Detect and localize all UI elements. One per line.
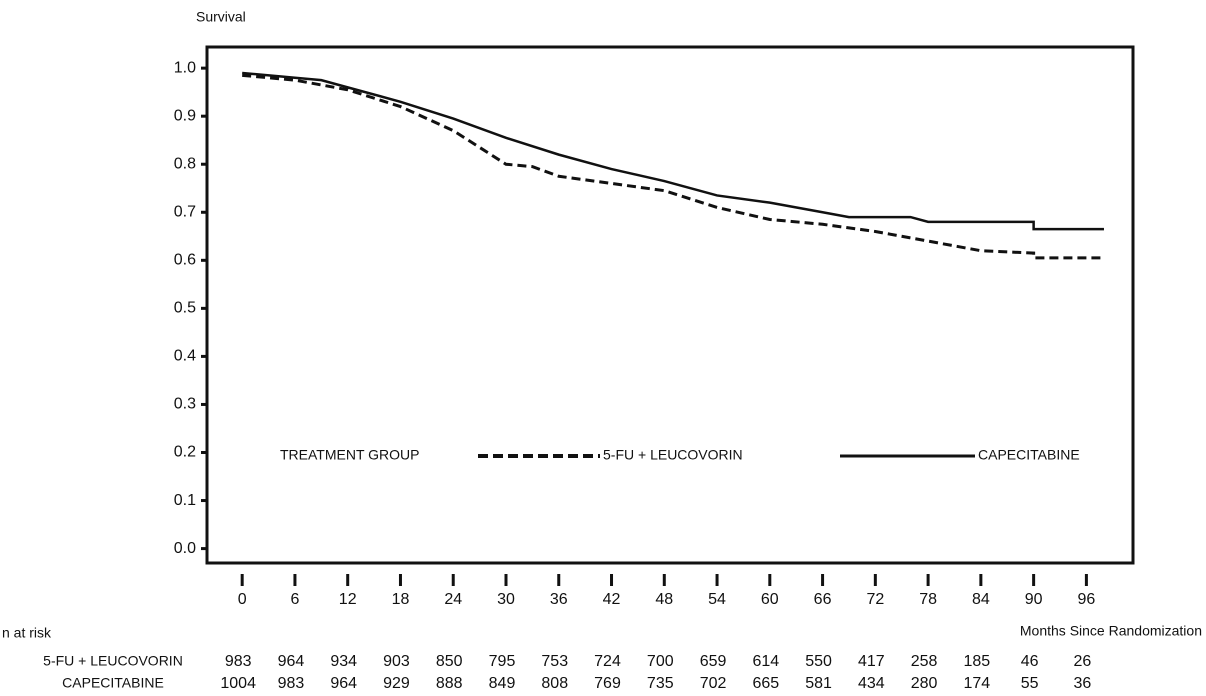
x-tick-label: 0 [238,591,247,608]
x-axis-label: Months Since Randomization [1020,623,1202,639]
y-tick-label: 0.2 [174,444,196,461]
x-tick-label: 66 [814,591,832,608]
risk-value: 850 [436,653,463,670]
y-tick-label: 0.9 [174,107,196,124]
risk-value: 964 [278,653,305,670]
x-tick-label: 72 [866,591,884,608]
x-tick-label: 36 [550,591,568,608]
risk-value: 929 [383,675,410,692]
risk-value: 700 [647,653,674,670]
risk-value: 808 [541,675,568,692]
risk-value: 258 [911,653,938,670]
risk-value: 983 [225,653,252,670]
risk-value: 185 [964,653,991,670]
risk-value: 417 [858,653,885,670]
x-tick-label: 84 [972,591,990,608]
y-tick-label: 1.0 [174,59,196,76]
legend-label: CAPECITABINE [978,447,1080,463]
plot-frame [205,45,1135,565]
y-tick-label: 0.3 [174,396,196,413]
x-tick-label: 18 [392,591,410,608]
risk-value: 735 [647,675,674,692]
risk-table-title: n at risk [2,625,52,641]
legend-label: 5-FU + LEUCOVORIN [603,447,743,463]
risk-value: 36 [1073,675,1091,692]
risk-value: 964 [330,675,357,692]
risk-value: 753 [541,653,568,670]
risk-value: 983 [278,675,305,692]
risk-value: 55 [1021,675,1039,692]
y-tick-label: 0.7 [174,203,196,220]
legend-title: TREATMENT GROUP [280,447,420,463]
risk-value: 659 [700,653,727,670]
risk-value: 46 [1021,653,1039,670]
y-tick-label: 0.8 [174,155,196,172]
risk-value: 934 [330,653,357,670]
x-tick-label: 6 [290,591,299,608]
y-tick-label: 0.6 [174,252,196,269]
x-tick-label: 60 [761,591,779,608]
y-axis-label: Survival [196,9,246,25]
risk-row-label: 5-FU + LEUCOVORIN [43,653,183,669]
risk-value: 795 [489,653,516,670]
x-tick-label: 24 [444,591,462,608]
y-tick-label: 0.0 [174,540,196,557]
risk-value: 614 [752,653,779,670]
risk-value: 724 [594,653,621,670]
x-tick-label: 54 [708,591,726,608]
risk-value: 665 [752,675,779,692]
risk-value: 550 [805,653,832,670]
risk-value: 849 [489,675,516,692]
y-tick-label: 0.1 [174,492,196,509]
risk-value: 888 [436,675,463,692]
risk-value: 903 [383,653,410,670]
x-tick-label: 42 [603,591,621,608]
x-tick-label: 48 [655,591,673,608]
risk-value: 702 [700,675,727,692]
risk-value: 434 [858,675,885,692]
x-tick-label: 30 [497,591,515,608]
risk-value: 26 [1073,653,1091,670]
y-tick-label: 0.5 [174,300,196,317]
y-tick-label: 0.4 [174,348,196,365]
risk-value: 1004 [220,675,256,692]
x-tick-label: 96 [1077,591,1095,608]
survival-curve [242,73,1104,260]
x-tick-label: 12 [339,591,357,608]
risk-value: 581 [805,675,832,692]
risk-value: 174 [964,675,991,692]
survival-curve [242,71,1104,231]
risk-value: 769 [594,675,621,692]
x-tick-label: 78 [919,591,937,608]
x-tick-label: 90 [1025,591,1043,608]
risk-value: 280 [911,675,938,692]
risk-row-label: CAPECITABINE [62,675,164,691]
